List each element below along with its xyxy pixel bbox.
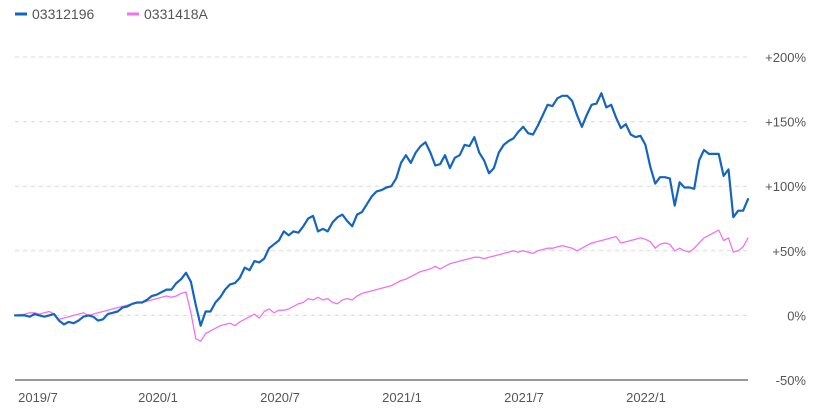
series-line-0331418A [14, 229, 749, 342]
y-tick-label: +200% [765, 50, 806, 65]
legend-label[interactable]: 03312196 [32, 6, 95, 22]
y-tick-label: +100% [765, 179, 806, 194]
x-tick-label: 2020/7 [260, 390, 300, 405]
x-tick-label: 2021/1 [382, 390, 422, 405]
x-tick-label: 2020/1 [138, 390, 178, 405]
y-tick-label: +150% [765, 115, 806, 130]
x-axis: 2019/7 2020/1 2020/7 2021/1 2021/7 2022/1 [15, 379, 748, 405]
legend-label[interactable]: 0331418A [144, 6, 209, 22]
series-layer [13, 92, 750, 342]
series-line-03312196 [13, 92, 750, 327]
y-tick-label: -50% [776, 373, 807, 388]
x-tick-label: 2019/7 [18, 390, 58, 405]
y-axis: +200% +150% +100% +50% 0% -50% [765, 50, 806, 388]
legend: 03312196 0331418A [15, 6, 209, 22]
x-tick-label: 2021/7 [504, 390, 544, 405]
x-tick-label: 2022/1 [626, 390, 666, 405]
grid-lines [15, 56, 750, 316]
y-tick-label: +50% [772, 244, 806, 259]
y-tick-label: 0% [787, 308, 806, 323]
